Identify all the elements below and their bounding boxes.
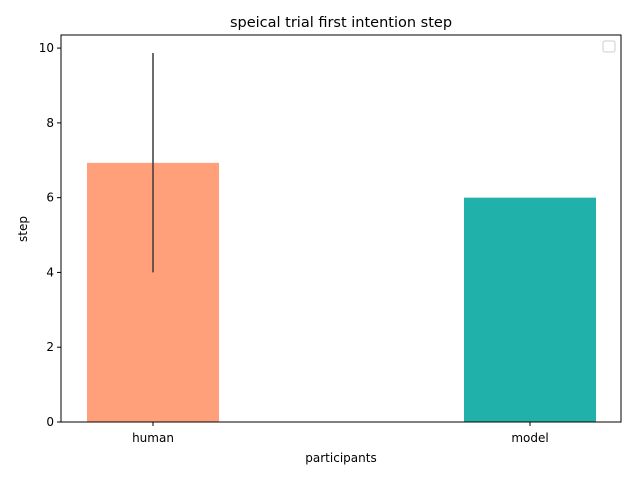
- x-axis-ticks: human model: [132, 422, 549, 445]
- chart-title: speical trial first intention step: [230, 15, 452, 31]
- bar-model: [464, 197, 596, 422]
- y-tick-label: 8: [46, 116, 54, 130]
- y-tick-label: 0: [46, 415, 54, 429]
- x-tick-label-human: human: [132, 431, 174, 445]
- y-tick-label: 6: [46, 191, 54, 205]
- axes-frame: [60, 34, 622, 423]
- x-axis-label: participants: [305, 451, 376, 465]
- y-tick-label: 4: [46, 265, 54, 279]
- legend-box: [602, 40, 616, 53]
- y-axis-label: step: [16, 216, 30, 242]
- x-tick-label-model: model: [511, 431, 548, 445]
- y-tick-label: 2: [46, 340, 54, 354]
- y-tick-label: 10: [39, 41, 54, 55]
- y-axis-ticks: 0 2 4 6 8 10: [39, 41, 61, 429]
